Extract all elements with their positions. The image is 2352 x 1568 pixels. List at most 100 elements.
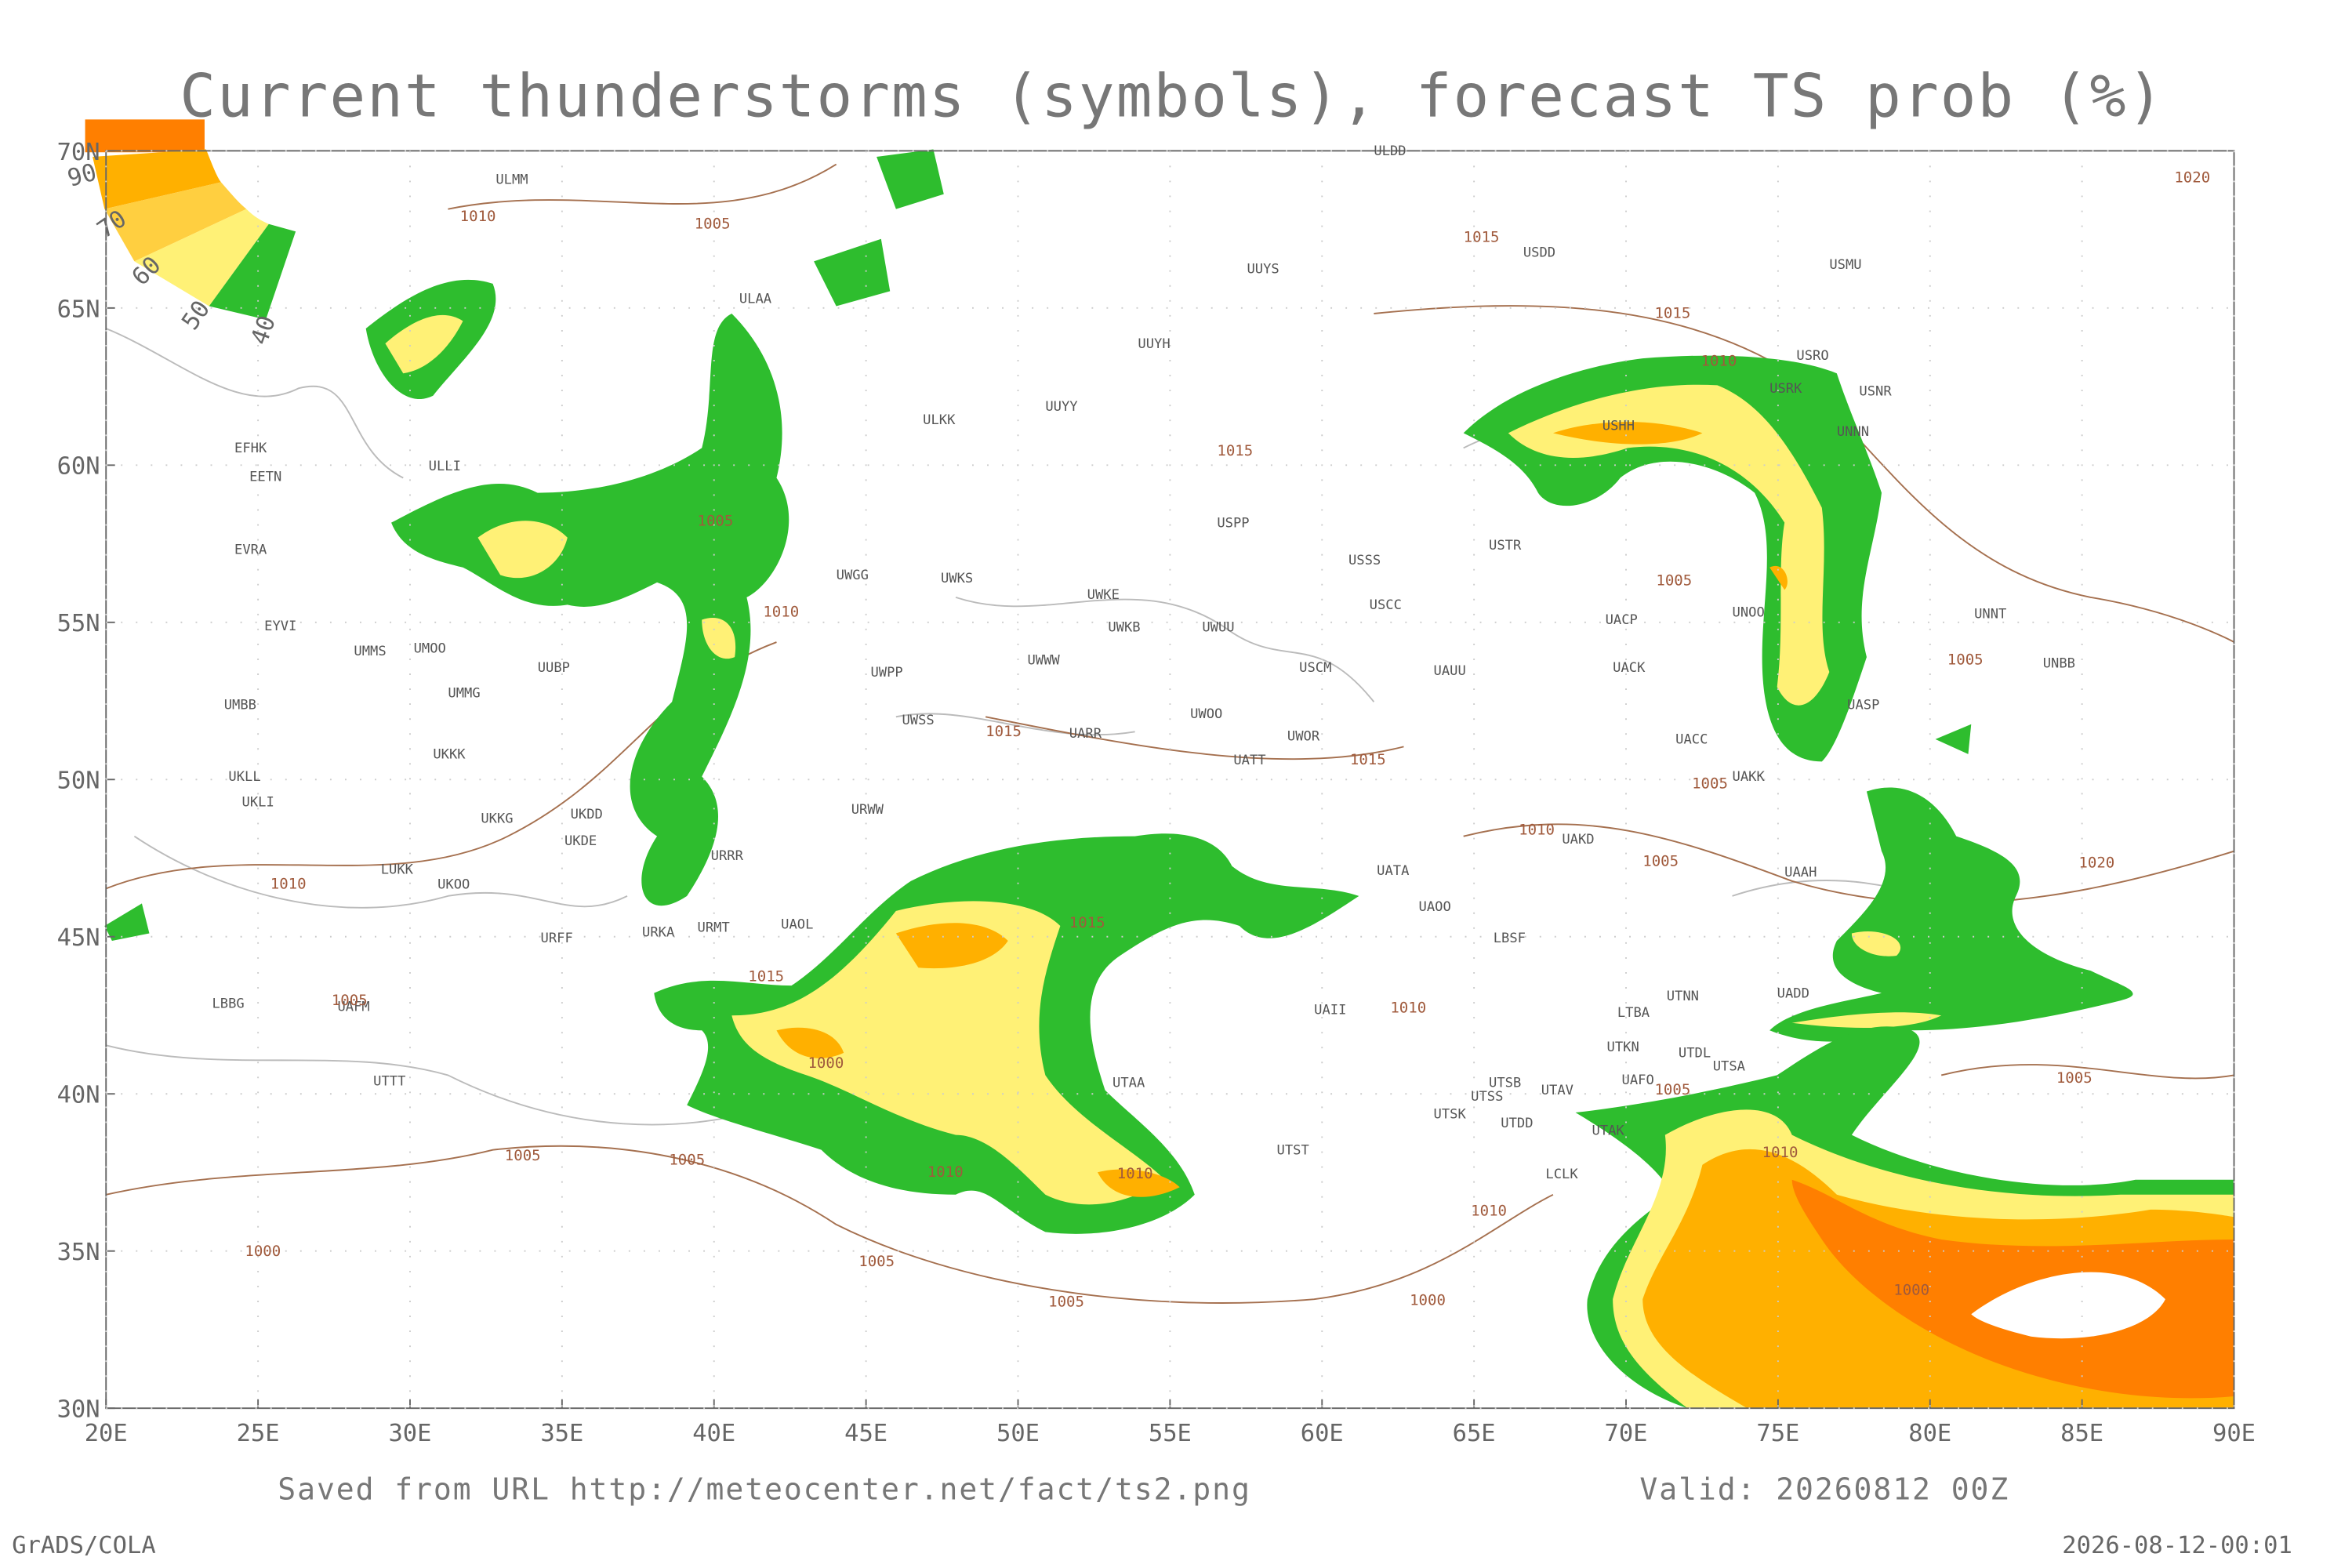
isobar-label: 1000 xyxy=(245,1243,281,1260)
y-tick-label: 65N xyxy=(57,296,100,323)
x-tick-label: 40E xyxy=(692,1420,735,1447)
station-label: UARR xyxy=(1069,726,1102,742)
station-label: UNNT xyxy=(1974,607,2006,622)
y-tick-label: 40N xyxy=(57,1082,100,1109)
station-label: UTNN xyxy=(1667,989,1699,1004)
station-label: LUKK xyxy=(381,862,414,877)
isobar-label: 1000 xyxy=(1893,1281,1929,1298)
station-label: EETN xyxy=(249,469,281,485)
station-label: UACK xyxy=(1613,660,1646,676)
isobar-label: 1000 xyxy=(1410,1292,1446,1309)
y-tick-label: 30N xyxy=(57,1396,100,1424)
station-label: UTDD xyxy=(1501,1116,1533,1131)
isobar-label: 1000 xyxy=(808,1054,844,1072)
station-label: UWOO xyxy=(1190,706,1222,722)
source-note: Saved from URL http://meteocenter.net/fa… xyxy=(278,1472,1251,1506)
station-label: UAII xyxy=(1314,1002,1346,1018)
station-label: UKLI xyxy=(242,795,274,811)
station-label: UUYY xyxy=(1045,399,1077,415)
station-label: UAUU xyxy=(1434,663,1466,679)
station-label: UAFM xyxy=(337,1000,369,1015)
station-label: LBSF xyxy=(1494,931,1526,946)
station-label: UWKB xyxy=(1108,620,1140,636)
station-label: UKKK xyxy=(433,747,466,763)
y-tick-label: 50N xyxy=(57,768,100,795)
isobar-label: 1005 xyxy=(1048,1294,1084,1311)
isobar-label: 1005 xyxy=(669,1152,705,1169)
station-label: UNBB xyxy=(2043,655,2075,671)
x-tick-label: 70E xyxy=(1604,1420,1647,1447)
storm-areas xyxy=(104,149,2234,1409)
station-label: USRO xyxy=(1796,348,1828,364)
x-tick-label: 80E xyxy=(1908,1420,1951,1447)
station-label: UTKN xyxy=(1607,1040,1639,1055)
station-label: USPP xyxy=(1217,515,1249,531)
isobar-label: 1005 xyxy=(1642,853,1679,870)
valid-time: Valid: 20260812 00Z xyxy=(1639,1472,2009,1506)
station-label: UASP xyxy=(1847,698,1879,713)
station-label: UTSB xyxy=(1489,1076,1521,1091)
station-label: UAKK xyxy=(1733,769,1766,785)
station-label: UKDE xyxy=(564,833,597,849)
x-tick-label: 20E xyxy=(85,1420,128,1447)
station-label: UACC xyxy=(1675,732,1708,748)
station-label: UTAK xyxy=(1592,1123,1624,1139)
isobar-label: 1005 xyxy=(2056,1069,2092,1087)
station-label: UTDL xyxy=(1679,1046,1711,1062)
station-label: UMOO xyxy=(414,641,446,656)
station-label: UTST xyxy=(1277,1142,1309,1158)
station-label: UKLL xyxy=(228,769,260,785)
station-label: URRR xyxy=(711,848,744,864)
station-label: UATT xyxy=(1233,753,1265,768)
isobar-label: 1010 xyxy=(1762,1144,1798,1161)
station-label: UUYH xyxy=(1138,336,1170,352)
station-label: EFHK xyxy=(234,441,267,456)
station-label: UWSS xyxy=(902,713,934,728)
station-label: UAKD xyxy=(1562,832,1594,848)
isobar-label: 1015 xyxy=(1350,751,1386,768)
station-label: ULMM xyxy=(495,172,528,187)
isobar-label: 1005 xyxy=(1947,652,1984,669)
station-label: ULDD xyxy=(1374,143,1406,159)
station-label: USRK xyxy=(1769,381,1802,397)
station-label: UTSS xyxy=(1471,1089,1503,1105)
isobar-label: 1015 xyxy=(1464,229,1500,246)
station-label: UMMG xyxy=(448,686,480,702)
x-tick-label: 35E xyxy=(540,1420,583,1447)
isobar-label: 1020 xyxy=(2078,855,2114,872)
isobar-label: 1005 xyxy=(505,1147,541,1164)
y-tick-label: 70N xyxy=(57,139,100,166)
station-label: USTR xyxy=(1489,538,1522,554)
station-label: UNNN xyxy=(1837,424,1869,440)
x-tick-label: 85E xyxy=(2060,1420,2103,1447)
station-label: UKDD xyxy=(571,807,603,822)
station-label: UWKS xyxy=(941,571,973,586)
station-label: USDD xyxy=(1523,245,1555,261)
station-label: UTSA xyxy=(1713,1059,1745,1075)
y-tick-label: 60N xyxy=(57,453,100,481)
station-label: UMBB xyxy=(224,698,256,713)
station-label: UAAH xyxy=(1784,865,1817,880)
y-tick-label: 45N xyxy=(57,924,100,952)
station-label: ULAA xyxy=(739,292,771,307)
station-label: LTBA xyxy=(1617,1005,1650,1021)
station-label: UTTT xyxy=(373,1074,405,1090)
station-label: UKOO xyxy=(437,877,470,892)
station-label: URMT xyxy=(698,920,730,936)
station-label: URWW xyxy=(851,802,884,818)
isobar-label: 1010 xyxy=(1471,1202,1507,1219)
station-label: UUBP xyxy=(538,660,570,676)
station-label: USCM xyxy=(1299,660,1331,676)
station-label: USCC xyxy=(1370,597,1402,613)
station-label: UWWW xyxy=(1027,653,1060,669)
x-tick-label: 90E xyxy=(2212,1420,2256,1447)
isobar-label: 1015 xyxy=(748,967,784,985)
station-label: UATA xyxy=(1377,863,1409,879)
station-label: UTAV xyxy=(1541,1083,1573,1098)
isobar-label: 1015 xyxy=(1654,305,1690,322)
station-label: UAOO xyxy=(1419,899,1451,915)
isobar-label: 1005 xyxy=(695,215,731,232)
isobar-label: 1015 xyxy=(1069,914,1105,931)
timestamp: 2026-08-12-00:01 xyxy=(2062,1532,2292,1559)
